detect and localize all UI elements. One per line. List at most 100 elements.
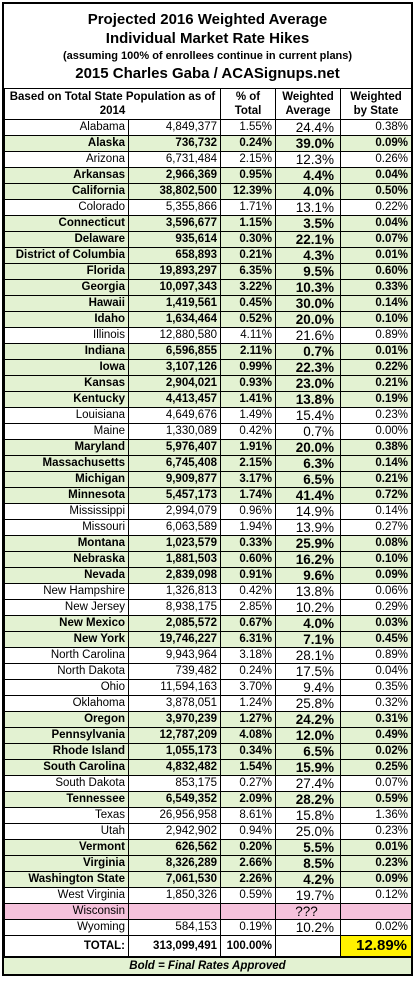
pct-of-total-cell: 0.52%: [220, 311, 276, 328]
weighted-average-cell: 20.0%: [275, 439, 341, 456]
population-cell: 3,970,239: [128, 711, 221, 728]
pct-of-total-cell: 1.94%: [220, 519, 276, 536]
state-cell: Missouri: [4, 519, 129, 536]
pct-of-total-cell: 1.24%: [220, 695, 276, 712]
state-cell: Mississippi: [4, 503, 129, 520]
table-row: Illinois 12,880,580 4.11% 21.6% 0.89%: [4, 327, 412, 344]
population-cell: 4,649,676: [128, 407, 221, 424]
state-cell: Alaska: [4, 135, 129, 152]
pct-of-total-cell: 1.49%: [220, 407, 276, 424]
pct-of-total-cell: 1.71%: [220, 199, 276, 216]
population-cell: 736,732: [128, 135, 221, 152]
population-cell: 6,745,408: [128, 455, 221, 472]
table-row: West Virginia 1,850,326 0.59% 19.7% 0.12%: [4, 887, 412, 904]
weighted-by-state-cell: 0.19%: [340, 391, 412, 408]
population-cell: 19,893,297: [128, 263, 221, 280]
weighted-average-cell: 13.8%: [275, 583, 341, 600]
population-cell: 5,976,407: [128, 439, 221, 456]
total-population: 313,099,491: [128, 935, 221, 957]
weighted-by-state-cell: 0.04%: [340, 167, 412, 184]
pct-of-total-cell: 1.91%: [220, 439, 276, 456]
weighted-average-cell: 13.9%: [275, 519, 341, 536]
title-line-2: Individual Market Rate Hikes: [105, 30, 310, 47]
state-cell: Pennsylvania: [4, 727, 129, 744]
weighted-average-cell: 24.4%: [275, 119, 341, 136]
title-line-3: (assuming 100% of enrollees continue in …: [62, 50, 353, 62]
pct-of-total-cell: 2.66%: [220, 855, 276, 872]
state-cell: Connecticut: [4, 215, 129, 232]
weighted-average-cell: 6.5%: [275, 471, 341, 488]
total-label: TOTAL:: [4, 935, 129, 957]
pct-of-total-cell: 2.85%: [220, 599, 276, 616]
pct-of-total-cell: 0.60%: [220, 551, 276, 568]
table-row: Vermont 626,562 0.20% 5.5% 0.01%: [4, 839, 412, 856]
weighted-by-state-cell: 0.04%: [340, 663, 412, 680]
table-row: Kansas 2,904,021 0.93% 23.0% 0.21%: [4, 375, 412, 392]
state-cell: Ohio: [4, 679, 129, 696]
population-cell: 12,880,580: [128, 327, 221, 344]
weighted-average-cell: 0.7%: [275, 423, 341, 440]
state-cell: Alabama: [4, 119, 129, 136]
table-row: Kentucky 4,413,457 1.41% 13.8% 0.19%: [4, 391, 412, 408]
pct-of-total-cell: 2.15%: [220, 455, 276, 472]
table-row: Delaware 935,614 0.30% 22.1% 0.07%: [4, 231, 412, 248]
weighted-by-state-cell: 0.49%: [340, 727, 412, 744]
state-cell: Massachusetts: [4, 455, 129, 472]
state-cell: Georgia: [4, 279, 129, 296]
pct-of-total-cell: 4.11%: [220, 327, 276, 344]
population-cell: 2,904,021: [128, 375, 221, 392]
table-row: Hawaii 1,419,561 0.45% 30.0% 0.14%: [4, 295, 412, 312]
table-body: Alabama 4,849,377 1.55% 24.4% 0.38% Alaska 736…: [4, 119, 412, 936]
population-cell: 1,634,464: [128, 311, 221, 328]
state-cell: Kansas: [4, 375, 129, 392]
table-row: Iowa 3,107,126 0.99% 22.3% 0.22%: [4, 359, 412, 376]
pct-of-total-cell: 0.96%: [220, 503, 276, 520]
table-row: South Carolina 4,832,482 1.54% 15.9% 0.25%: [4, 759, 412, 776]
pct-of-total-cell: 0.27%: [220, 775, 276, 792]
table-row: Wyoming 584,153 0.19% 10.2% 0.02%: [4, 919, 412, 936]
table-row: Montana 1,023,579 0.33% 25.9% 0.08%: [4, 535, 412, 552]
population-cell: 8,326,289: [128, 855, 221, 872]
state-cell: Arkansas: [4, 167, 129, 184]
table-row: Tennessee 6,549,352 2.09% 28.2% 0.59%: [4, 791, 412, 808]
weighted-by-state-cell: 0.21%: [340, 375, 412, 392]
pct-of-total-cell: 0.21%: [220, 247, 276, 264]
title-line-4: 2015 Charles Gaba / ACASignups.net: [75, 65, 340, 82]
weighted-by-state-cell: 0.07%: [340, 231, 412, 248]
table-row: Minnesota 5,457,173 1.74% 41.4% 0.72%: [4, 487, 412, 504]
table-row: New Mexico 2,085,572 0.67% 4.0% 0.03%: [4, 615, 412, 632]
weighted-average-cell: 20.0%: [275, 311, 341, 328]
col-header-pct: % of Total: [220, 88, 276, 120]
weighted-average-cell: 15.4%: [275, 407, 341, 424]
population-cell: 2,994,079: [128, 503, 221, 520]
population-cell: 1,850,326: [128, 887, 221, 904]
state-cell: California: [4, 183, 129, 200]
col-header-by-state: Weighted by State: [340, 88, 412, 120]
population-cell: 7,061,530: [128, 871, 221, 888]
weighted-by-state-cell: 0.89%: [340, 327, 412, 344]
pct-of-total-cell: 0.19%: [220, 919, 276, 936]
pct-of-total-cell: 1.55%: [220, 119, 276, 136]
table-row: Alabama 4,849,377 1.55% 24.4% 0.38%: [4, 119, 412, 136]
weighted-average-cell: 10.2%: [275, 599, 341, 616]
state-cell: Maine: [4, 423, 129, 440]
state-cell: Delaware: [4, 231, 129, 248]
population-cell: 4,832,482: [128, 759, 221, 776]
weighted-average-cell: 41.4%: [275, 487, 341, 504]
weighted-average-cell: 17.5%: [275, 663, 341, 680]
weighted-average-cell: 16.2%: [275, 551, 341, 568]
state-cell: Florida: [4, 263, 129, 280]
state-cell: North Carolina: [4, 647, 129, 664]
pct-of-total-cell: 0.94%: [220, 823, 276, 840]
table-row: Ohio 11,594,163 3.70% 9.4% 0.35%: [4, 679, 412, 696]
pct-of-total-cell: 0.99%: [220, 359, 276, 376]
weighted-average-cell: 12.0%: [275, 727, 341, 744]
weighted-by-state-cell: 0.01%: [340, 247, 412, 264]
population-cell: [128, 903, 221, 920]
pct-of-total-cell: 1.41%: [220, 391, 276, 408]
weighted-average-cell: 3.5%: [275, 215, 341, 232]
pct-of-total-cell: 1.27%: [220, 711, 276, 728]
population-cell: 4,849,377: [128, 119, 221, 136]
title-line-1: Projected 2016 Weighted Average: [87, 11, 328, 28]
weighted-average-cell: 9.6%: [275, 567, 341, 584]
